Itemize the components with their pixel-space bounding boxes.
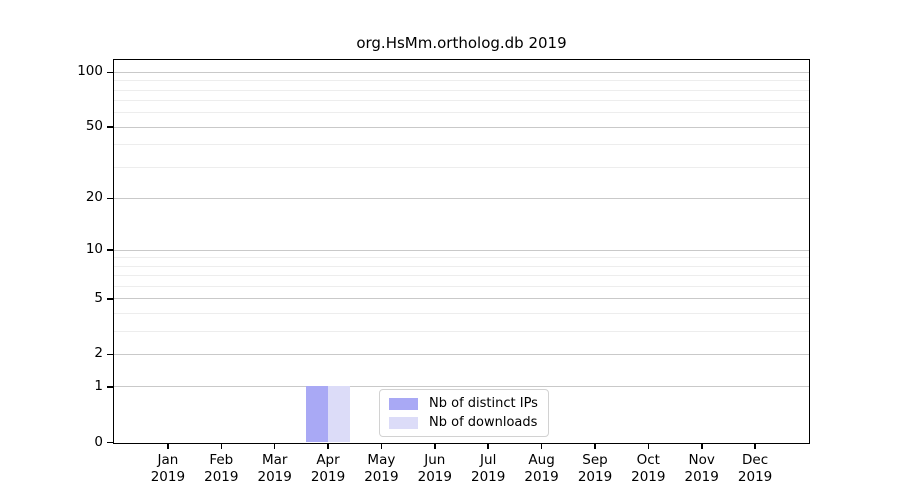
x-tick-month: Dec — [742, 452, 769, 468]
minor-gridline — [114, 257, 809, 259]
y-tick-mark — [107, 441, 113, 444]
minor-gridline — [114, 265, 809, 267]
bar-nb-of-distinct-ips — [305, 386, 328, 442]
x-tick-month: Jul — [480, 452, 497, 468]
major-gridline — [114, 197, 809, 199]
minor-gridline — [114, 330, 809, 332]
legend-label: Nb of distinct IPs — [429, 396, 538, 411]
x-tick-year: 2019 — [471, 469, 506, 485]
x-tick-month: Feb — [209, 452, 234, 468]
x-tick-month: Apr — [316, 452, 340, 468]
x-tick-year: 2019 — [737, 469, 773, 485]
major-gridline — [114, 126, 809, 128]
minor-gridline — [114, 144, 809, 146]
legend-label: Nb of downloads — [429, 415, 538, 430]
y-tick-label: 100 — [77, 63, 103, 80]
x-tick-month: Sep — [582, 452, 608, 468]
x-tick-label: Sep 2019 — [563, 452, 627, 486]
x-tick-label: Nov 2019 — [670, 452, 734, 486]
x-tick-year: 2019 — [364, 469, 399, 485]
x-tick-mark — [434, 444, 436, 449]
major-gridline — [114, 71, 809, 73]
minor-gridline — [114, 275, 809, 277]
minor-gridline — [114, 80, 809, 82]
minor-gridline — [114, 100, 809, 102]
x-tick-year: 2019 — [577, 469, 613, 485]
x-tick-label: Jul 2019 — [456, 452, 520, 486]
x-tick-mark — [327, 444, 329, 449]
y-tick-label: 50 — [85, 118, 103, 135]
x-tick-mark — [701, 444, 703, 449]
y-tick-mark — [107, 126, 113, 128]
y-tick-label: 0 — [94, 433, 103, 450]
x-tick-month: Nov — [688, 452, 715, 468]
x-tick-label: Mar 2019 — [243, 452, 307, 486]
y-tick-mark — [107, 298, 113, 300]
y-tick-label: 2 — [94, 345, 103, 362]
major-gridline — [114, 298, 809, 300]
x-tick-label: Dec 2019 — [723, 452, 787, 486]
x-tick-mark — [273, 444, 276, 449]
y-tick-label: 20 — [85, 189, 103, 206]
x-tick-month: Jun — [424, 452, 446, 468]
x-tick-mark — [167, 444, 169, 449]
x-tick-year: 2019 — [310, 469, 346, 485]
chart-title: org.HsMm.ortholog.db 2019 — [356, 34, 567, 52]
x-tick-year: 2019 — [524, 469, 559, 485]
minor-gridline — [114, 166, 809, 168]
x-tick-label: May 2019 — [349, 452, 413, 486]
x-tick-month: May — [367, 452, 396, 468]
x-tick-label: Jun 2019 — [403, 452, 467, 486]
x-tick-mark — [487, 444, 489, 449]
y-tick-mark — [107, 353, 113, 356]
x-tick-label: Apr 2019 — [296, 452, 360, 486]
x-tick-mark — [647, 444, 650, 449]
y-tick-label: 1 — [94, 377, 103, 394]
major-gridline — [114, 386, 809, 388]
y-tick-label: 10 — [85, 241, 103, 258]
x-tick-year: 2019 — [150, 469, 186, 485]
legend: Nb of distinct IPs Nb of downloads — [379, 389, 549, 437]
y-tick-mark — [107, 71, 113, 73]
x-tick-year: 2019 — [417, 469, 452, 485]
x-tick-year: 2019 — [684, 469, 719, 485]
x-tick-mark — [754, 444, 756, 449]
legend-item: Nb of distinct IPs — [389, 396, 538, 411]
x-tick-month: Mar — [261, 452, 288, 468]
x-tick-year: 2019 — [631, 469, 666, 485]
x-tick-label: Jan 2019 — [136, 452, 200, 486]
x-tick-year: 2019 — [204, 469, 239, 485]
x-tick-year: 2019 — [257, 469, 292, 485]
minor-gridline — [114, 112, 809, 114]
legend-swatch — [389, 397, 418, 410]
minor-gridline — [114, 285, 809, 287]
major-gridline — [114, 353, 809, 355]
y-tick-mark — [107, 197, 113, 199]
x-tick-mark — [540, 444, 543, 449]
x-tick-mark — [220, 444, 222, 449]
y-tick-mark — [107, 386, 113, 388]
x-tick-label: Feb 2019 — [189, 452, 253, 486]
y-tick-label: 5 — [94, 289, 103, 306]
x-tick-month: Aug — [528, 452, 555, 468]
x-tick-label: Aug 2019 — [510, 452, 574, 486]
legend-swatch — [389, 416, 418, 429]
minor-gridline — [114, 89, 809, 91]
y-tick-mark — [107, 249, 113, 251]
x-tick-label: Oct 2019 — [616, 452, 680, 486]
minor-gridline — [114, 312, 809, 314]
x-tick-month: Oct — [636, 452, 660, 468]
x-tick-mark — [380, 444, 383, 449]
major-gridline — [114, 249, 809, 251]
x-tick-month: Jan — [157, 452, 179, 468]
bar-nb-of-downloads — [327, 386, 350, 442]
plot-area: Nb of distinct IPs Nb of downloads — [113, 59, 810, 444]
x-tick-mark — [594, 444, 596, 449]
legend-item: Nb of downloads — [389, 415, 538, 430]
